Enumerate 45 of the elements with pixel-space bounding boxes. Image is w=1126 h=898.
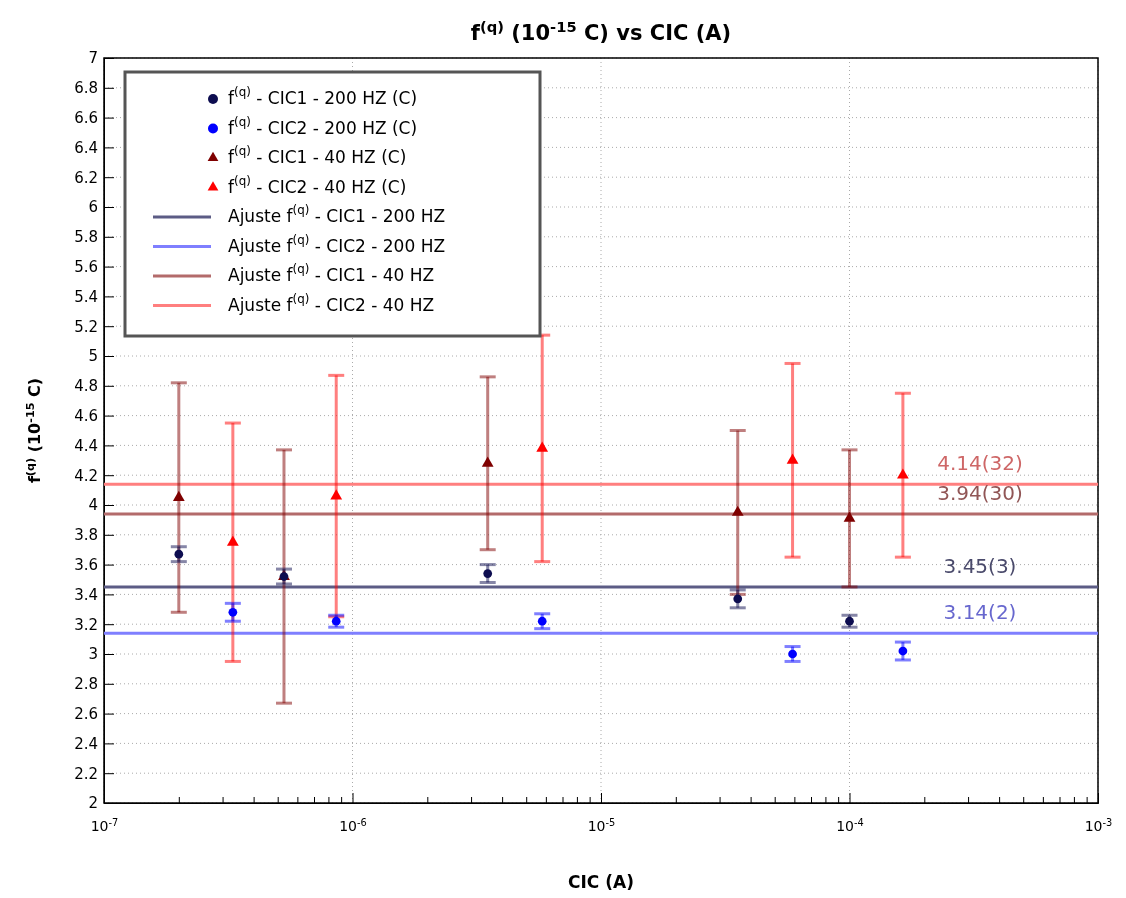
legend-label: Ajuste f$^{(q)}$ - CIC2 - 40 HZ — [228, 291, 435, 315]
legend-label: Ajuste f$^{(q)}$ - CIC2 - 200 HZ — [228, 232, 446, 256]
y-tick-label: 5.6 — [74, 257, 98, 276]
y-tick-label: 3 — [88, 645, 98, 664]
legend-label: f$^{(q)}$ - CIC1 - 200 HZ (C) — [228, 84, 418, 108]
y-tick-label: 6.8 — [74, 79, 98, 98]
legend-label: Ajuste f$^{(q)}$ - CIC1 - 40 HZ — [228, 261, 435, 285]
y-tick-label: 2.4 — [74, 734, 98, 753]
legend-label: f$^{(q)}$ - CIC1 - 40 HZ (C) — [228, 143, 407, 167]
y-tick-label: 3.6 — [74, 555, 98, 574]
x-tick-label: 10$^{-7}$ — [90, 816, 119, 834]
legend-label: f$^{(q)}$ - CIC2 - 200 HZ (C) — [228, 114, 418, 138]
y-tick-label: 5.4 — [74, 287, 98, 306]
y-tick-label: 4 — [88, 496, 98, 515]
x-tick-label: 10$^{-6}$ — [339, 816, 367, 834]
x-tick-label: 10$^{-3}$ — [1084, 816, 1113, 834]
y-tick-label: 4.8 — [74, 377, 98, 396]
y-tick-label: 5.8 — [74, 228, 98, 247]
annotation: 3.45(3) — [943, 553, 1017, 578]
y-tick-label: 6 — [88, 198, 98, 217]
y-tick-label: 4.6 — [74, 406, 98, 425]
annotation: 3.94(30) — [937, 480, 1023, 505]
y-tick-label: 5 — [88, 347, 98, 366]
y-tick-label: 3.4 — [74, 585, 98, 604]
chart-title: f$^{(q)}$ (10$^{-15}$ C) vs CIC (A) — [470, 17, 732, 45]
y-tick-label: 4.4 — [74, 436, 98, 455]
y-tick-label: 4.2 — [74, 466, 98, 485]
y-tick-label: 6.4 — [74, 138, 98, 157]
legend-label: Ajuste f$^{(q)}$ - CIC1 - 200 HZ — [228, 202, 446, 226]
x-tick-label: 10$^{-5}$ — [587, 816, 616, 834]
legend-label: f$^{(q)}$ - CIC2 - 40 HZ (C) — [228, 173, 407, 197]
annotation: 3.14(2) — [943, 599, 1017, 624]
y-tick-label: 2.2 — [74, 764, 98, 783]
y-tick-label: 2 — [88, 794, 98, 813]
y-tick-label: 6.2 — [74, 168, 98, 187]
y-tick-label: 7 — [88, 49, 98, 68]
y-tick-label: 5.2 — [74, 317, 98, 336]
x-tick-label: 10$^{-4}$ — [836, 816, 864, 834]
y-tick-label: 3.2 — [74, 615, 98, 634]
y-tick-label: 3.8 — [74, 526, 98, 545]
annotation: 4.14(32) — [937, 450, 1023, 475]
y-tick-label: 6.6 — [74, 108, 98, 127]
x-axis-title: CIC (A) — [568, 872, 634, 892]
y-tick-label: 2.8 — [74, 675, 98, 694]
y-tick-label: 2.6 — [74, 704, 98, 723]
